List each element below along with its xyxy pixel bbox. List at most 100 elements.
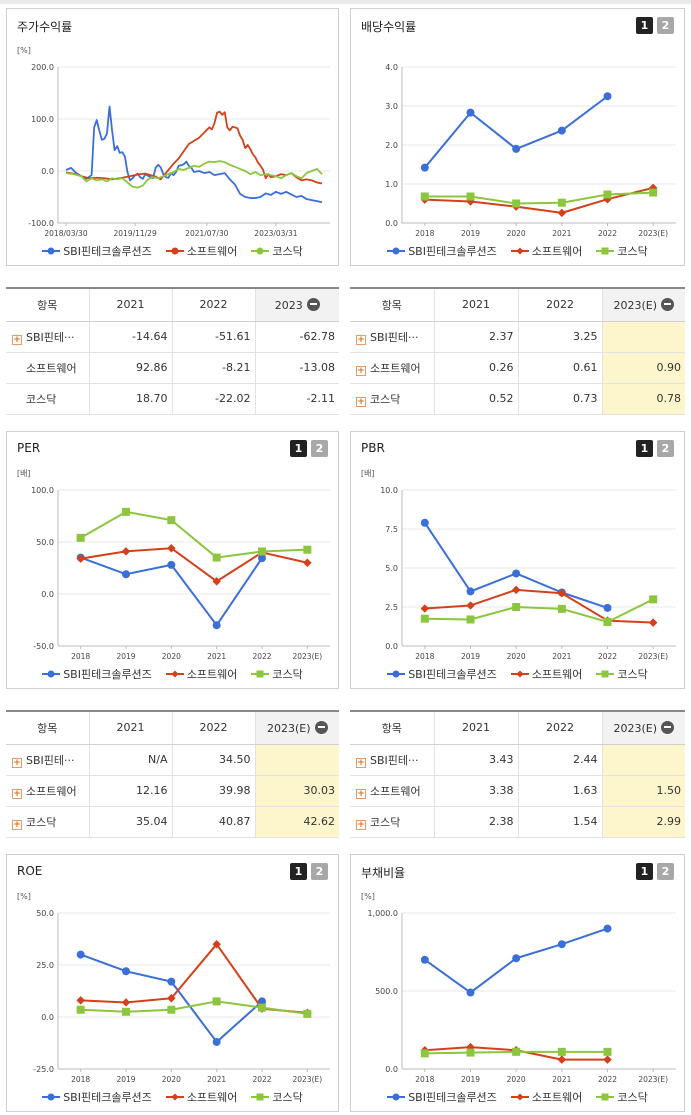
stock-chart-panel: 주가수익률 [%] 200.0 100.0 0.0 -100.0 2018/03/30 201… (6, 8, 339, 266)
expand-plus-icon[interactable]: + (356, 365, 366, 376)
debt-legend-item[interactable]: 코스닥 (596, 1089, 648, 1105)
pbr-view-button-1[interactable]: 1 (636, 440, 653, 457)
pbr-view-button-2[interactable]: 2 (657, 440, 674, 457)
debt-view-button-1[interactable]: 1 (636, 863, 653, 880)
collapse-minus-icon[interactable] (314, 720, 328, 734)
expand-plus-icon[interactable]: + (356, 788, 366, 799)
legend-key-icon (165, 670, 184, 678)
per-view-button-1[interactable]: 1 (290, 440, 307, 457)
pbr-legend: SBI핀테크솔루션즈 소프트웨어 코스닥 (351, 666, 684, 682)
stock-chart-title: 주가수익률 (17, 20, 73, 34)
per-legend-item[interactable]: 코스닥 (251, 666, 303, 682)
stock-legend-item[interactable]: 코스닥 (251, 243, 303, 259)
roe-legend-item[interactable]: 코스닥 (251, 1089, 303, 1105)
legend-label: 코스닥 (617, 668, 648, 681)
collapse-minus-icon[interactable] (661, 297, 675, 311)
per-view-button-2[interactable]: 2 (311, 440, 328, 457)
dividend-xtick-label: 2019 (461, 229, 480, 238)
row-label-cell: + 코스닥 (350, 383, 434, 415)
expand-plus-icon[interactable]: + (12, 819, 22, 830)
collapse-minus-icon[interactable] (306, 297, 320, 311)
dividend-series-2 (420, 188, 658, 208)
per-chart-title: PER (17, 441, 41, 455)
dividend-point (557, 198, 566, 207)
collapse-minus-icon[interactable] (661, 720, 675, 734)
pbr-point (420, 614, 429, 623)
roe-view-button-2[interactable]: 2 (311, 863, 328, 880)
dividend-legend-item[interactable]: 소프트웨어 (510, 243, 582, 259)
expand-plus-icon[interactable]: + (12, 334, 22, 345)
pbr-series-line-2 (424, 598, 654, 623)
header-label: 2021 (462, 721, 490, 735)
header-label: 2021 (462, 298, 490, 312)
per-legend-item[interactable]: SBI핀테크솔루션즈 (42, 666, 152, 682)
dividend-chart-svg: 4.0 3.0 2.0 1.0 0.0 2018 2019 2020 2021 2022 2023(… (385, 63, 676, 238)
table-cell: -2.11 (254, 383, 339, 415)
expand-plus-icon[interactable]: + (356, 819, 366, 830)
table-cell: 1.54 (517, 806, 602, 838)
dividend-view-button-2[interactable]: 2 (657, 17, 674, 34)
roe-xtick-label: 2018 (71, 1075, 90, 1084)
roe-legend-item[interactable]: SBI핀테크솔루션즈 (42, 1089, 152, 1105)
table-row: + SBI핀테··· N/A 34.50 (6, 744, 339, 776)
pbr-legend-item[interactable]: 소프트웨어 (510, 666, 582, 682)
stock-legend-item[interactable]: SBI핀테크솔루션즈 (42, 243, 152, 259)
dividend-ytick-label: 1.0 (385, 180, 398, 189)
stock-legend-item[interactable]: 소프트웨어 (165, 243, 237, 259)
dividend-xtick-label: 2022 (598, 229, 617, 238)
dividend-ytick-label: 2.0 (385, 141, 398, 150)
per-table-header: 2022 (171, 711, 255, 745)
roe-legend-item[interactable]: 소프트웨어 (165, 1089, 237, 1105)
expand-plus-icon[interactable]: + (356, 757, 366, 768)
dividend-view-button-1[interactable]: 1 (636, 17, 653, 34)
dividend-table-header: 2021 (433, 288, 518, 322)
per-ytick-label: 100.0 (31, 486, 54, 495)
pbr-ytick-label: 0.0 (385, 642, 398, 651)
debt-point (466, 1048, 475, 1057)
expand-plus-icon[interactable]: + (356, 334, 366, 345)
expand-plus-icon[interactable]: + (356, 396, 366, 407)
expand-plus-icon[interactable]: + (12, 757, 22, 768)
pbr-legend-item[interactable]: 코스닥 (596, 666, 648, 682)
table-row: + 소프트웨어 3.38 1.63 1.50 (350, 775, 685, 807)
debt-legend-item[interactable]: SBI핀테크솔루션즈 (387, 1089, 497, 1105)
roe-ytick-label: -25.0 (33, 1065, 54, 1074)
table-cell: 0.73 (517, 383, 602, 415)
legend-key-icon (596, 247, 615, 255)
per-legend-item[interactable]: 소프트웨어 (165, 666, 237, 682)
stock-ytick-label: 200.0 (31, 63, 54, 72)
expand-plus-icon[interactable]: + (12, 788, 22, 799)
legend-key-icon (251, 247, 270, 255)
debt-point (603, 1055, 612, 1064)
roe-legend: SBI핀테크솔루션즈 소프트웨어 코스닥 (7, 1089, 338, 1105)
pbr-chart-panel: PBR 1 2 [배] 10.0 7.5 5.0 2.5 0.0 2018 2019 2020 2021… (350, 431, 685, 689)
pbr-series-2 (420, 595, 658, 626)
pbr-legend-item[interactable]: SBI핀테크솔루션즈 (387, 666, 497, 682)
stock-legend: SBI핀테크솔루션즈 소프트웨어 코스닥 (7, 243, 338, 259)
pbr-point (511, 585, 521, 595)
table-row: + 코스닥 2.38 1.54 2.99 (350, 806, 685, 838)
dividend-legend-item[interactable]: 코스닥 (596, 243, 648, 259)
legend-label: SBI핀테크솔루션즈 (408, 668, 497, 681)
roe-chart-svg: [%] 50.0 25.0 0.0 -25.0 2018 2019 2020 2021 2022 2… (17, 892, 330, 1084)
dividend-series-line-1 (424, 186, 654, 214)
dividend-legend-item[interactable]: SBI핀테크솔루션즈 (387, 243, 497, 259)
debt-legend-item[interactable]: 소프트웨어 (510, 1089, 582, 1105)
debt-xtick-label: 2019 (461, 1075, 480, 1084)
row-label: 코스닥 (370, 815, 401, 829)
roe-series-line-2 (80, 1000, 308, 1015)
legend-key-icon (387, 247, 406, 255)
pbr-xtick-label: 2019 (461, 652, 480, 661)
header-label: 2021 (116, 721, 145, 735)
per-xtick-label: 2022 (252, 652, 271, 661)
stock-series-line-1 (65, 110, 323, 185)
dividend-series-1 (420, 183, 658, 218)
legend-key-icon (510, 247, 529, 255)
roe-view-button-1[interactable]: 1 (290, 863, 307, 880)
table-cell: -14.64 (88, 321, 172, 353)
header-label: 항목 (381, 721, 402, 735)
per-table-header: 2023(E) (254, 711, 339, 745)
debt-view-button-2[interactable]: 2 (657, 863, 674, 880)
roe-series-0 (76, 950, 266, 1046)
